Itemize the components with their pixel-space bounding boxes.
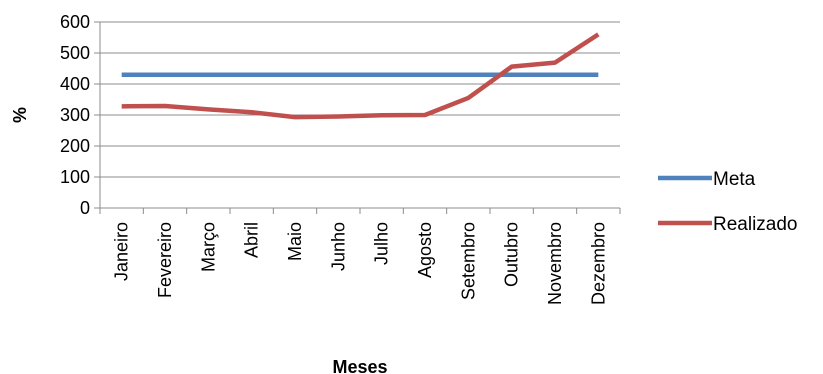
x-tick-label: Janeiro (112, 222, 132, 281)
y-axis-title: % (10, 107, 30, 123)
axes (99, 22, 621, 214)
y-tick-label: 400 (60, 74, 90, 94)
series-line-realizado (121, 32, 600, 120)
y-tick-labels: 0 100 200 300 400 500 600 (60, 12, 90, 218)
y-tick-label: 100 (60, 167, 90, 187)
legend-label-meta: Meta (713, 169, 756, 190)
x-tick-label: Outubro (502, 222, 522, 287)
y-tick-label: 300 (60, 105, 90, 125)
x-tick-label: Abril (242, 222, 262, 258)
x-tick-label: Setembro (458, 222, 478, 300)
x-tick-label: Março (198, 222, 218, 272)
x-tick-label: Fevereiro (155, 222, 175, 298)
x-tick-label: Junho (328, 222, 348, 271)
x-tick-label: Julho (372, 222, 392, 265)
y-tick-label: 600 (60, 12, 90, 32)
y-tick-label: 500 (60, 43, 90, 63)
y-tick-label: 200 (60, 136, 90, 156)
x-tick-label: Agosto (415, 222, 435, 278)
legend: Meta Realizado (658, 169, 798, 235)
x-tick-labels: Janeiro Fevereiro Março Abril Maio Junho Julho… (112, 222, 609, 305)
x-tick-label: Novembro (545, 222, 565, 305)
x-tick-label: Dezembro (588, 222, 608, 305)
x-tick-label: Maio (285, 222, 305, 261)
x-axis-title: Meses (332, 357, 387, 374)
series-lines (121, 32, 600, 120)
y-tick-label: 0 (80, 198, 90, 218)
legend-label-realizado: Realizado (713, 214, 798, 235)
